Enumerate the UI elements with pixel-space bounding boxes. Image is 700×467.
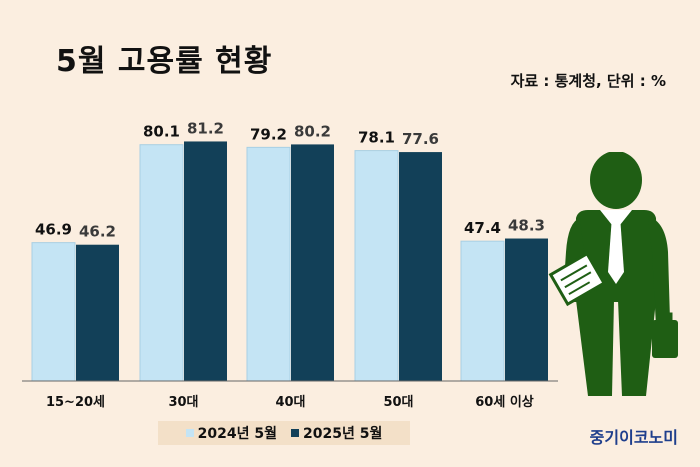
value-label-2024-2: 79.2 <box>250 125 287 143</box>
legend-label-2024: 2024년 5월 <box>197 426 277 442</box>
bar-2025-4 <box>505 238 548 381</box>
value-label-2024-3: 78.1 <box>358 129 395 147</box>
bar-2025-2 <box>291 144 334 381</box>
bar-2024-1 <box>139 144 184 382</box>
bar-2024-4 <box>460 240 505 382</box>
category-label-3: 50대 <box>383 395 413 410</box>
category-label-1: 30대 <box>168 395 198 410</box>
category-label-2: 40대 <box>275 395 305 410</box>
legend-item-2025: 2025년 5월 <box>291 423 382 443</box>
bar-2024-2 <box>246 146 291 382</box>
value-label-2025-1: 81.2 <box>187 119 224 137</box>
value-label-2024-0: 46.9 <box>35 221 72 239</box>
legend-item-2024: 2024년 5월 <box>185 423 277 443</box>
legend-label-2025: 2025년 5월 <box>303 426 383 442</box>
chart-title: 5월 고용률 현황 <box>56 44 273 79</box>
legend-swatch-2024 <box>185 429 194 437</box>
legend: 2024년 5월 2025년 5월 <box>158 421 410 445</box>
value-label-2024-1: 80.1 <box>143 123 180 141</box>
bar-2024-3 <box>354 150 399 382</box>
value-label-2025-2: 80.2 <box>294 122 331 140</box>
value-label-2025-3: 77.6 <box>402 130 439 148</box>
category-label-4: 60세 이상 <box>475 394 534 410</box>
businessman-icon <box>548 152 678 396</box>
value-label-2024-4: 47.4 <box>464 219 501 237</box>
bar-2025-3 <box>399 152 442 381</box>
bar-2024-0 <box>31 242 76 382</box>
value-label-2025-4: 48.3 <box>508 217 545 235</box>
bar-2025-1 <box>184 141 227 381</box>
source-note: 자료 : 통계청, 단위 : % <box>510 72 666 90</box>
bar-2025-0 <box>76 244 119 381</box>
category-label-0: 15~20세 <box>46 395 105 410</box>
brand-logo-text: 중기이코노미 <box>589 428 678 447</box>
value-label-2025-0: 46.2 <box>79 223 116 241</box>
legend-swatch-2025 <box>291 429 299 437</box>
